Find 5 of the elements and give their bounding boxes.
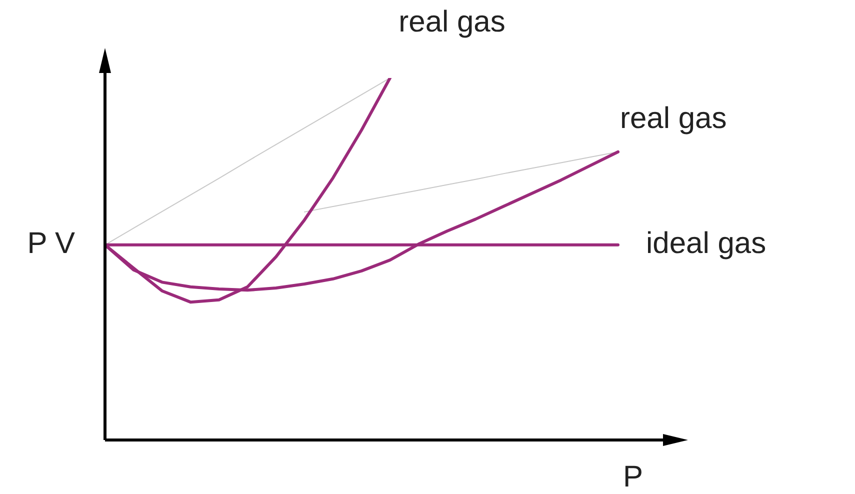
- y-axis-title: P V: [27, 227, 75, 260]
- series-label: real gas: [620, 102, 727, 136]
- series-label: real gas: [398, 5, 506, 38]
- x-axis-title: P: [623, 460, 644, 494]
- series-label: ideal gas: [646, 227, 766, 260]
